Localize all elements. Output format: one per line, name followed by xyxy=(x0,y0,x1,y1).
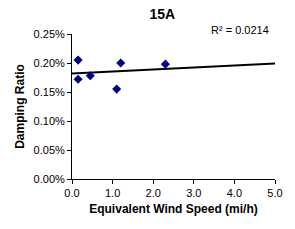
svg-text:1.0: 1.0 xyxy=(105,187,120,199)
svg-text:5.0: 5.0 xyxy=(267,187,282,199)
svg-text:0.15%: 0.15% xyxy=(34,86,65,98)
svg-text:Equivalent Wind Speed (mi/h): Equivalent Wind Speed (mi/h) xyxy=(89,202,258,216)
svg-text:Damping Ratio: Damping Ratio xyxy=(13,64,27,149)
svg-text:2.0: 2.0 xyxy=(146,187,161,199)
svg-text:0.20%: 0.20% xyxy=(34,57,65,69)
svg-text:0.25%: 0.25% xyxy=(34,28,65,40)
svg-text:15A: 15A xyxy=(149,6,175,22)
svg-text:0.0: 0.0 xyxy=(64,187,79,199)
svg-text:R² = 0.0214: R² = 0.0214 xyxy=(211,24,269,36)
svg-text:4.0: 4.0 xyxy=(227,187,242,199)
svg-text:0.00%: 0.00% xyxy=(34,173,65,185)
svg-text:0.05%: 0.05% xyxy=(34,144,65,156)
svg-text:0.10%: 0.10% xyxy=(34,115,65,127)
svg-text:3.0: 3.0 xyxy=(186,187,201,199)
